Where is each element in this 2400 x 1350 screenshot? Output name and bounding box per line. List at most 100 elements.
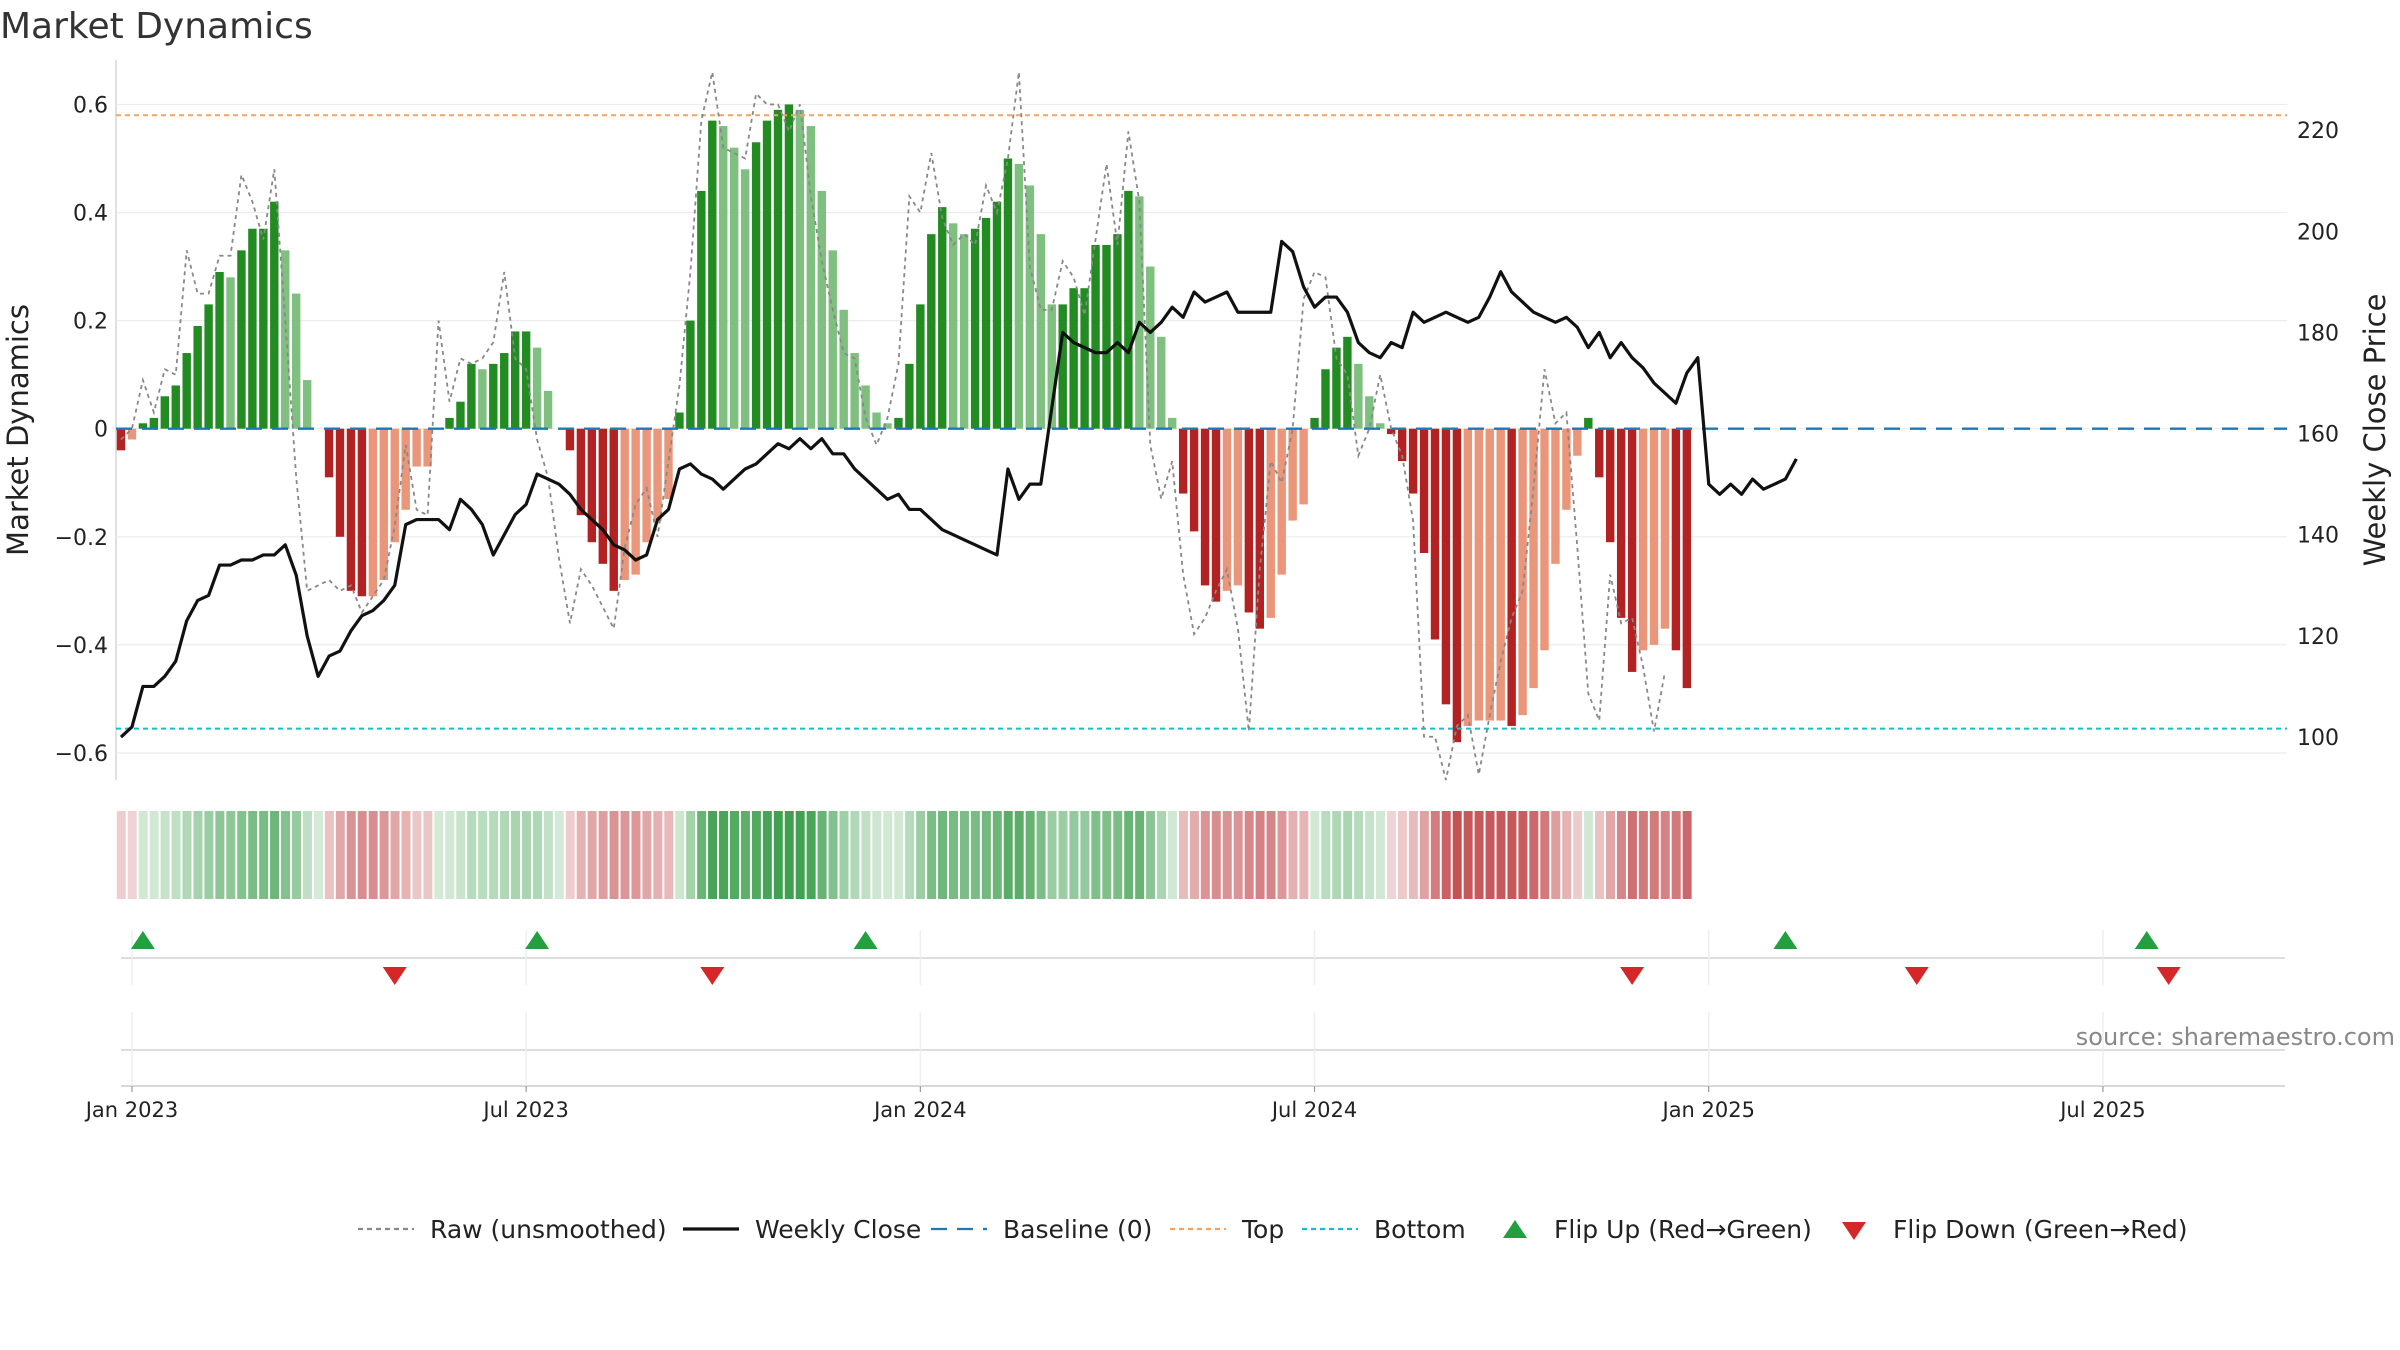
regime-cell: [127, 811, 137, 899]
dynamics-bar: [357, 428, 367, 597]
regime-cell: [1584, 811, 1594, 899]
regime-cell: [1113, 811, 1123, 899]
dynamics-bar: [1058, 304, 1067, 429]
regime-cell: [675, 811, 685, 899]
legend-label: Flip Up (Red→Green): [1554, 1215, 1812, 1244]
dynamics-bar: [806, 126, 816, 429]
dynamics-bar: [773, 109, 783, 429]
regime-cell: [1616, 811, 1626, 899]
dynamics-bar: [1540, 428, 1549, 651]
regime-cell: [1441, 811, 1451, 899]
dynamics-bar: [981, 217, 991, 429]
dynamics-bar: [1036, 234, 1045, 429]
flip-down-marker: [2156, 967, 2181, 985]
regime-cell: [1365, 811, 1375, 899]
flip-down-marker: [1620, 967, 1645, 985]
legend-swatch-flip-up: [1503, 1220, 1527, 1238]
flip-down-marker: [1904, 967, 1929, 985]
flip-markers-panel: [121, 930, 2285, 1087]
dynamics-bar: [379, 428, 388, 581]
dynamics-bar: [653, 428, 662, 521]
regime-cell: [686, 811, 696, 899]
flip-up-marker: [853, 931, 878, 949]
regime-cell: [401, 811, 411, 899]
dynamics-bar: [675, 412, 684, 429]
regime-cell: [1058, 811, 1068, 899]
regime-cell: [379, 811, 389, 899]
dynamics-bar: [1211, 428, 1221, 602]
y2-axis-label: Weekly Close Price: [2358, 294, 2392, 567]
dynamics-bar: [1365, 396, 1374, 429]
date-tick-label: Jul 2024: [1270, 1098, 1357, 1122]
regime-cell: [653, 811, 663, 899]
dynamics-bar: [1551, 428, 1560, 564]
legend-label: Flip Down (Green→Red): [1893, 1215, 2188, 1244]
regime-cell: [828, 811, 838, 899]
dynamics-bar: [1255, 428, 1264, 629]
dynamics-bar: [1003, 158, 1013, 429]
regime-cell: [357, 811, 367, 899]
dynamics-bar: [138, 423, 148, 429]
regime-cell: [1014, 811, 1024, 899]
regime-cell: [532, 811, 542, 899]
dynamics-bar: [1562, 428, 1571, 510]
regime-cell: [1233, 811, 1243, 899]
dynamics-bar: [938, 207, 947, 429]
dynamics-bar: [1419, 428, 1429, 554]
dynamics-bar: [565, 428, 575, 451]
regime-cell: [1288, 811, 1298, 899]
dynamics-bar: [445, 417, 454, 429]
regime-cell: [237, 811, 247, 899]
y2-tick-label: 220: [2297, 119, 2339, 144]
dynamics-bar: [1463, 428, 1473, 726]
regime-cell: [1135, 811, 1145, 899]
regime-cell: [905, 811, 915, 899]
regime-cell: [138, 811, 148, 899]
dynamics-bar: [664, 428, 673, 499]
regime-cell: [970, 811, 980, 899]
regime-cell: [1551, 811, 1561, 899]
dynamics-bar: [259, 228, 268, 429]
dynamics-bar: [1387, 428, 1396, 435]
dynamics-bar: [1584, 417, 1593, 429]
dynamics-bar: [346, 428, 356, 591]
regime-cell: [1047, 811, 1057, 899]
dynamics-bar: [784, 104, 794, 429]
regime-cell: [412, 811, 422, 899]
bars-layer: [116, 104, 1692, 743]
regime-cell: [1573, 811, 1583, 899]
regime-cell: [806, 811, 816, 899]
regime-cell: [1376, 811, 1386, 899]
regime-cell: [1343, 811, 1353, 899]
legend-label: Weekly Close: [755, 1215, 921, 1244]
regime-cell: [489, 811, 499, 899]
date-tick-label: Jan 2025: [1661, 1098, 1756, 1122]
regime-cell: [1682, 811, 1692, 899]
chart-title: Market Dynamics: [0, 6, 313, 47]
regime-cell: [478, 811, 488, 899]
regime-cell: [1036, 811, 1046, 899]
dynamics-bar: [576, 428, 586, 516]
regime-cell: [1397, 811, 1407, 899]
source-label: source: sharemaestro.com: [2076, 1023, 2395, 1051]
dynamics-bar: [916, 304, 925, 429]
y2-tick-label: 160: [2297, 423, 2339, 448]
regime-cell: [1496, 811, 1506, 899]
date-axis: Jan 2023 Jul 2023 Jan 2024 Jul 2024 Jan 2025…: [84, 1086, 2146, 1122]
regime-strip: [116, 811, 1692, 899]
regime-cell: [1157, 811, 1167, 899]
dynamics-bar: [598, 428, 607, 564]
dynamics-bar: [1189, 428, 1199, 532]
legend: Raw (unsmoothed) Weekly Close Baseline (0)…: [358, 1215, 2188, 1244]
dynamics-bar: [116, 428, 126, 451]
dynamics-bar: [1452, 428, 1462, 743]
dynamics-bar: [335, 428, 345, 537]
raw-line: [120, 71, 1666, 781]
dynamics-bar: [1397, 428, 1407, 462]
y2-tick-label: 200: [2297, 220, 2339, 245]
dynamics-bar: [894, 417, 903, 429]
dynamics-bar: [521, 331, 531, 429]
y2-tick-label: 140: [2297, 524, 2339, 549]
dynamics-bar: [248, 228, 257, 429]
